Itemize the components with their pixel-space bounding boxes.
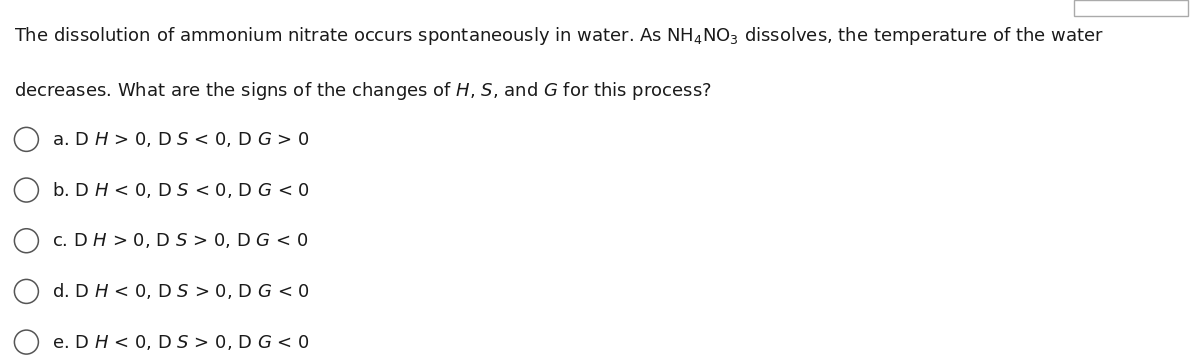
- Ellipse shape: [14, 178, 38, 202]
- Text: c. D $\mathit{H}$ > 0, D $\mathit{S}$ > 0, D $\mathit{G}$ < 0: c. D $\mathit{H}$ > 0, D $\mathit{S}$ > …: [52, 231, 308, 250]
- Ellipse shape: [14, 279, 38, 303]
- Ellipse shape: [14, 330, 38, 354]
- Text: e. D $\mathit{H}$ < 0, D $\mathit{S}$ > 0, D $\mathit{G}$ < 0: e. D $\mathit{H}$ < 0, D $\mathit{S}$ > …: [52, 333, 310, 352]
- Ellipse shape: [14, 127, 38, 151]
- Text: a. D $\mathit{H}$ > 0, D $\mathit{S}$ < 0, D $\mathit{G}$ > 0: a. D $\mathit{H}$ > 0, D $\mathit{S}$ < …: [52, 130, 310, 149]
- Ellipse shape: [14, 229, 38, 253]
- Text: decreases. What are the signs of the changes of $\mathit{H}$, $\mathit{S}$, and : decreases. What are the signs of the cha…: [14, 80, 712, 102]
- Text: d. D $\mathit{H}$ < 0, D $\mathit{S}$ > 0, D $\mathit{G}$ < 0: d. D $\mathit{H}$ < 0, D $\mathit{S}$ > …: [52, 281, 310, 302]
- Bar: [1074, 0, 1188, 16]
- Text: The dissolution of ammonium nitrate occurs spontaneously in water. As NH$_4$NO$_: The dissolution of ammonium nitrate occu…: [14, 25, 1104, 47]
- Text: b. D $\mathit{H}$ < 0, D $\mathit{S}$ < 0, D $\mathit{G}$ < 0: b. D $\mathit{H}$ < 0, D $\mathit{S}$ < …: [52, 180, 310, 200]
